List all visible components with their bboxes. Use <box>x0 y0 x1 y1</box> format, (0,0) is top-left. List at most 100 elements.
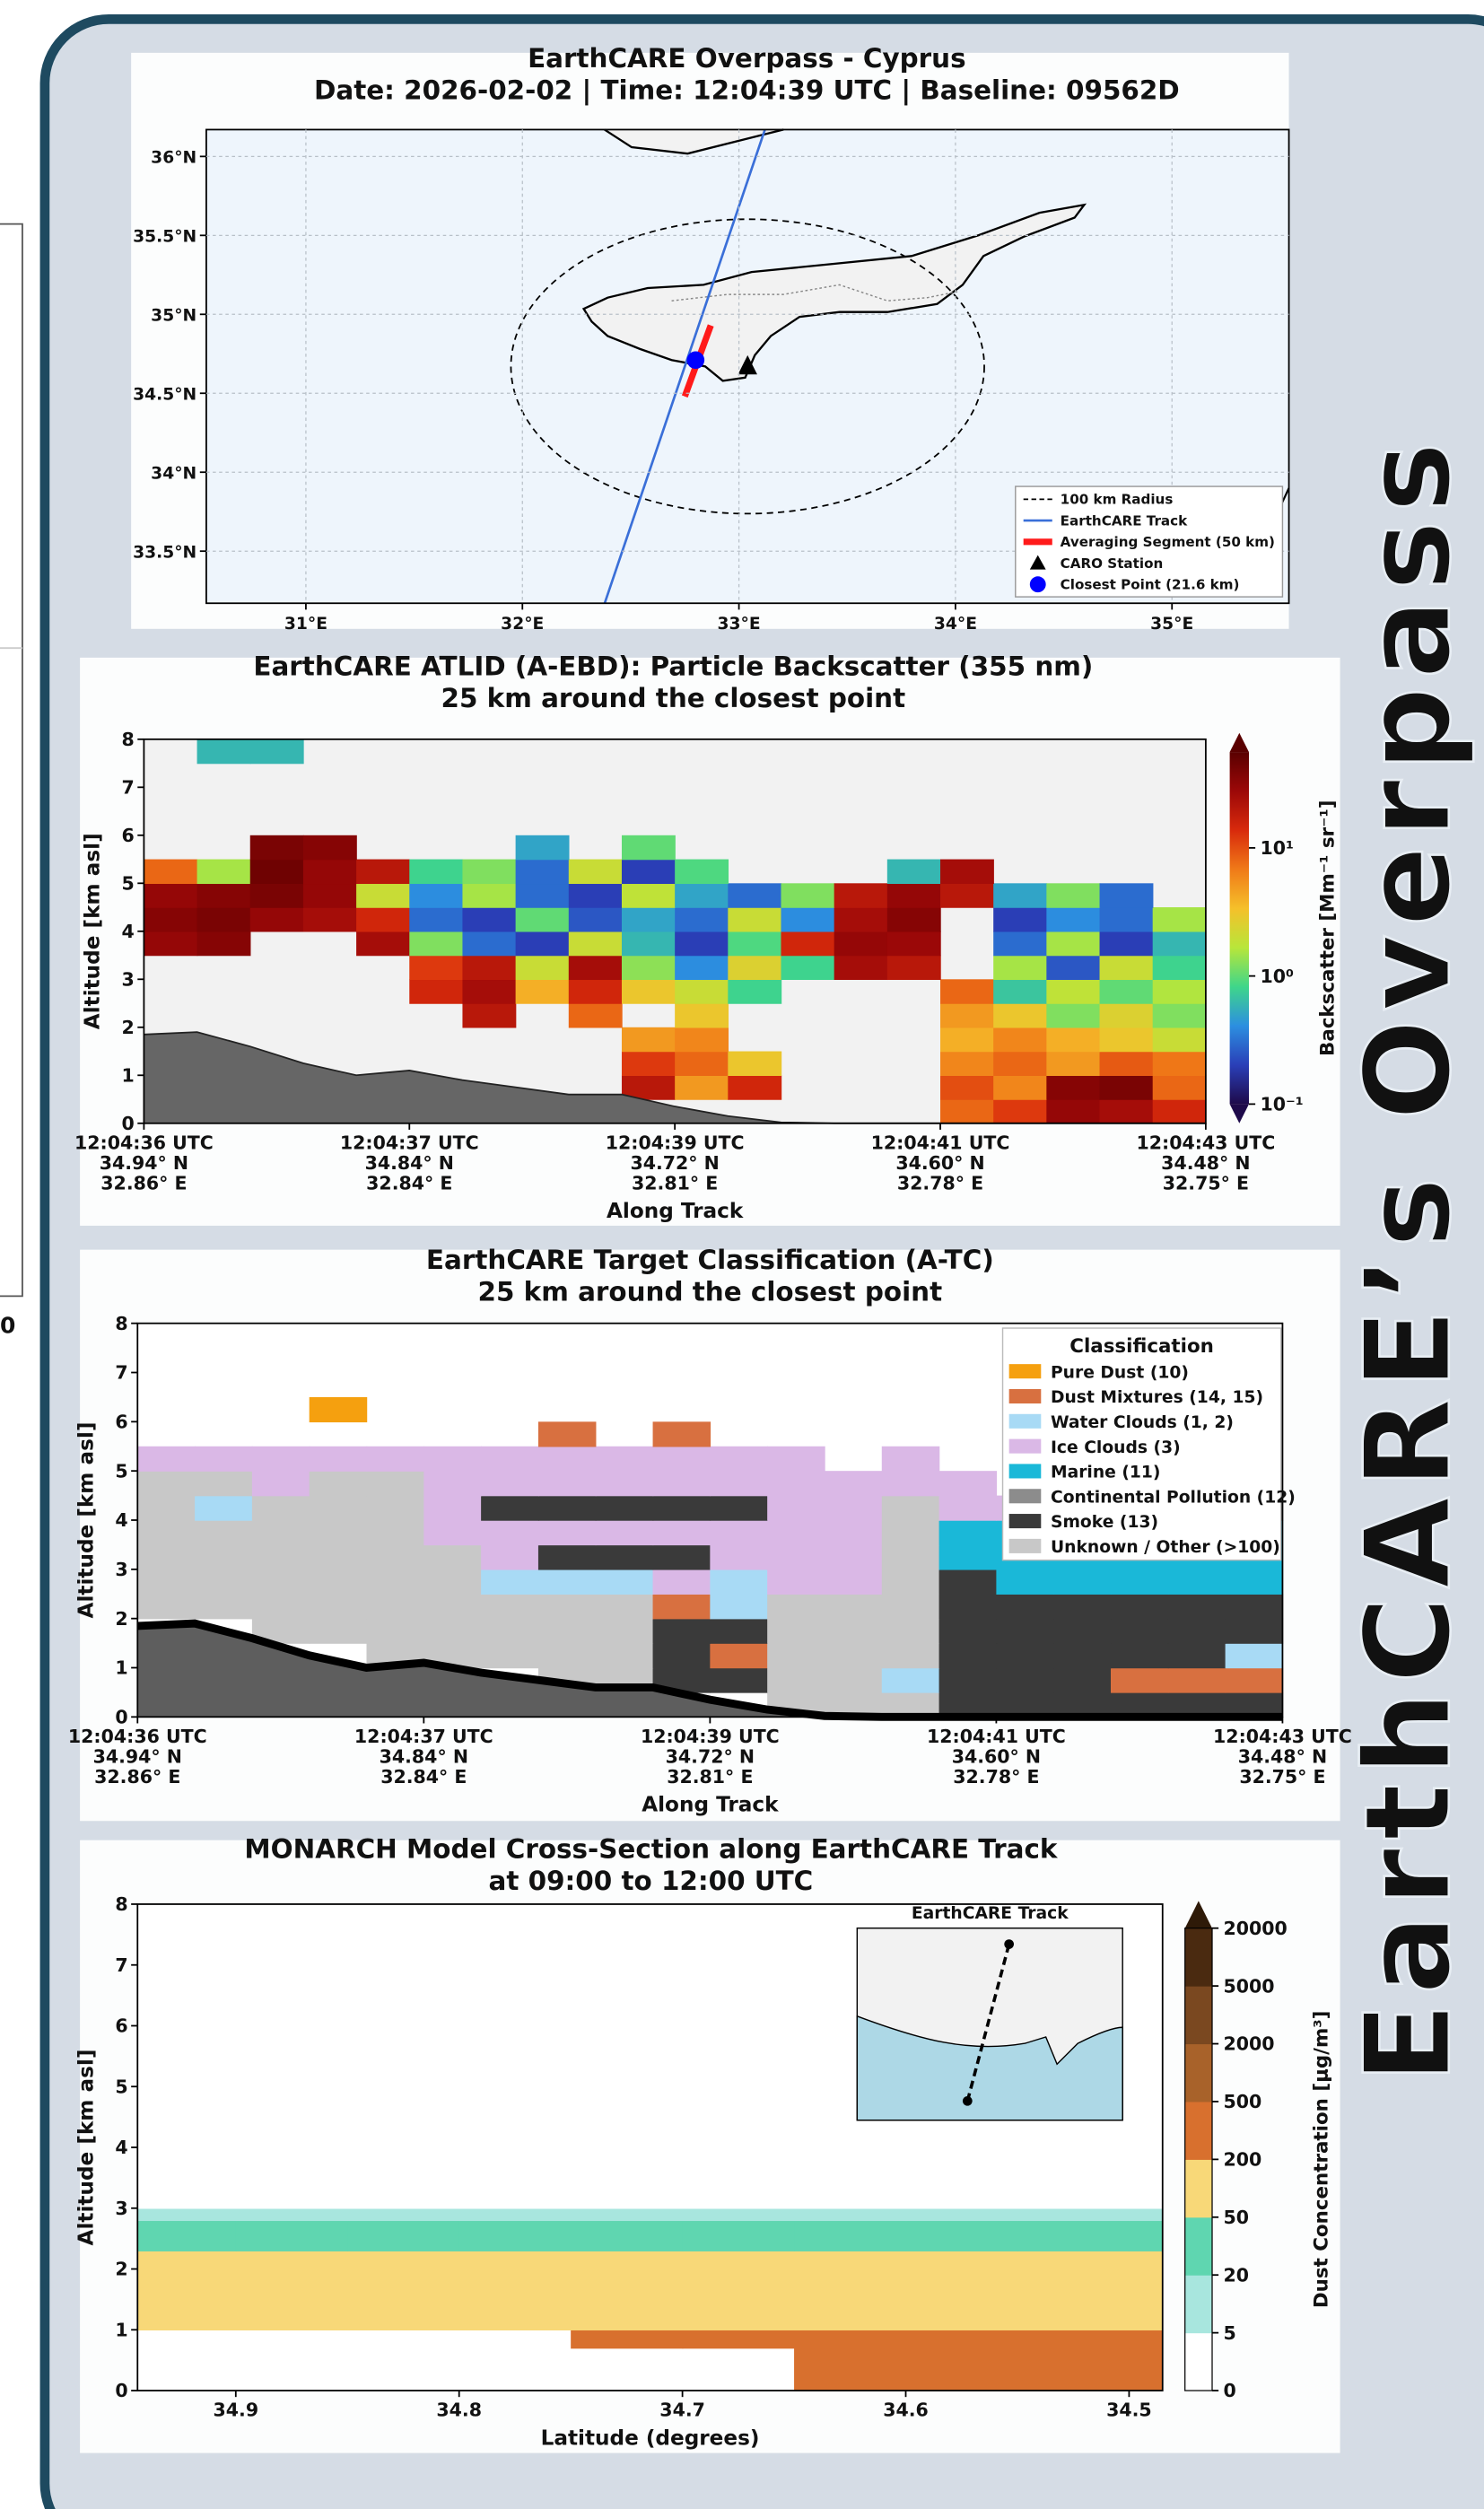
inset-track <box>965 1944 1011 2102</box>
heatmap-cell <box>682 2347 795 2391</box>
heatmap-cell <box>195 1520 253 1546</box>
heatmap-cell <box>1111 1569 1169 1595</box>
heatmap-cell <box>137 1446 196 1472</box>
heatmap-cell <box>309 1544 368 1570</box>
heatmap-cell <box>940 1051 994 1076</box>
colorbar-tick-label: 500 <box>1223 2091 1261 2112</box>
heatmap-cell <box>652 1421 711 1447</box>
heatmap-cell <box>235 2347 348 2391</box>
x-tick-label: 12:04:43 UTC 34.48° N 32.75° E <box>1136 1132 1275 1193</box>
heatmap-cell <box>366 1446 425 1472</box>
heatmap-cell <box>940 1075 994 1100</box>
heatmap-cell <box>235 2207 348 2222</box>
heatmap-cell <box>1225 1594 1284 1620</box>
heatmap-cell <box>409 931 464 957</box>
heatmap-cell <box>481 1544 539 1570</box>
heatmap-cell <box>196 907 251 932</box>
heatmap-cell <box>195 1446 253 1472</box>
heatmap-cell <box>356 859 410 885</box>
heatmap-cell <box>195 1569 253 1595</box>
chart-title: EarthCARE ATLID (A-EBD): Particle Backsc… <box>253 651 1093 681</box>
x-tick-label: 12:04:43 UTC 34.48° N 32.75° E <box>1213 1726 1352 1788</box>
heatmap-cell <box>137 1495 196 1521</box>
colorbar-segment <box>1184 2275 1213 2334</box>
legend-label: CARO Station <box>1061 555 1164 572</box>
heatmap-cell <box>781 883 835 908</box>
chart-title: EarthCARE Overpass - Cyprus <box>528 43 966 74</box>
heatmap-cell <box>571 2220 684 2251</box>
heatmap-cell <box>302 907 357 932</box>
heatmap-cell <box>423 1471 482 1497</box>
y-tick-label: 7 <box>115 1362 127 1384</box>
heatmap-cell <box>652 1594 711 1620</box>
terrain <box>137 1623 1283 1718</box>
heatmap-cell <box>537 1446 597 1472</box>
x-tick-label: 12:04:39 UTC 34.72° N 32.81° E <box>641 1726 780 1788</box>
colorbar-tick-label: 20 <box>1223 2264 1249 2286</box>
colorbar-tick-label: 20000 <box>1223 1918 1287 1939</box>
heatmap-cell <box>515 979 570 1004</box>
heatmap-cell <box>767 1667 825 1693</box>
heatmap-cell <box>767 1569 825 1595</box>
heatmap-cell <box>195 1544 253 1570</box>
heatmap-cell <box>423 1569 482 1595</box>
y-tick-label: 8 <box>115 1893 127 1915</box>
heatmap-cell <box>938 1667 998 1693</box>
heatmap-cell <box>1046 1099 1101 1124</box>
colorbar-segment <box>1184 2332 1213 2391</box>
legend-label: Unknown / Other (>100) <box>1051 1538 1280 1557</box>
heatmap-cell <box>481 1495 539 1521</box>
heatmap-cell <box>137 2207 237 2222</box>
heatmap-cell <box>824 1544 883 1570</box>
colorbar-tick-label: 10⁰ <box>1260 966 1294 987</box>
heatmap-cell <box>1046 1003 1101 1028</box>
y-tick-label: 4 <box>115 1509 127 1531</box>
heatmap-cell <box>356 883 410 908</box>
heatmap-cell <box>621 1027 676 1053</box>
heatmap-cell <box>302 883 357 908</box>
heatmap-cell <box>251 1495 310 1521</box>
heatmap-cell <box>1046 1051 1101 1076</box>
heatmap-cell <box>235 2220 348 2251</box>
heatmap-cell <box>1046 883 1101 908</box>
heatmap-cell <box>196 883 251 908</box>
heatmap-cell <box>595 1618 654 1644</box>
y-tick-label: 0 <box>121 1113 134 1134</box>
heatmap-cell <box>938 1643 998 1669</box>
x-tick-label: 34.8 <box>436 2400 482 2421</box>
heatmap-cell <box>728 883 782 908</box>
heatmap-cell <box>767 1520 825 1546</box>
heatmap-cell <box>1111 1618 1169 1644</box>
heatmap-cell <box>481 1446 539 1472</box>
heatmap-cell <box>595 1643 654 1669</box>
heatmap-cell <box>196 739 251 765</box>
heatmap-cell <box>728 907 782 932</box>
heatmap-cell <box>993 1099 1048 1124</box>
heatmap-cell <box>728 979 782 1004</box>
heatmap-cell <box>195 1594 253 1620</box>
legend-label: Ice Clouds (3) <box>1051 1438 1181 1457</box>
heatmap-cell <box>595 1520 654 1546</box>
heatmap-cell <box>881 1446 940 1472</box>
heatmap-cell <box>458 2251 572 2330</box>
heatmap-cell <box>767 1594 825 1620</box>
heatmap-cell <box>993 1075 1048 1100</box>
heatmap-cell <box>196 931 251 957</box>
y-axis-label: Altitude [km asl] <box>74 2050 98 2246</box>
heatmap-cell <box>1053 1643 1112 1669</box>
x-axis-label: Latitude (degrees) <box>541 2426 760 2451</box>
y-tick-label: 4 <box>121 921 134 942</box>
heatmap-cell <box>1099 1075 1154 1100</box>
y-tick-label: 3 <box>121 968 134 990</box>
heatmap-cell <box>366 1618 425 1644</box>
x-tick-label: 31°E <box>284 615 327 634</box>
inset-title: EarthCARE Track <box>912 1904 1069 1923</box>
heatmap-cell <box>423 1594 482 1620</box>
heatmap-cell <box>195 1495 253 1521</box>
heatmap-cell <box>249 835 304 861</box>
heatmap-cell <box>621 979 676 1004</box>
heatmap-cell <box>137 1594 196 1620</box>
legend-label: Closest Point (21.6 km) <box>1061 577 1240 593</box>
heatmap-cell <box>834 931 888 957</box>
